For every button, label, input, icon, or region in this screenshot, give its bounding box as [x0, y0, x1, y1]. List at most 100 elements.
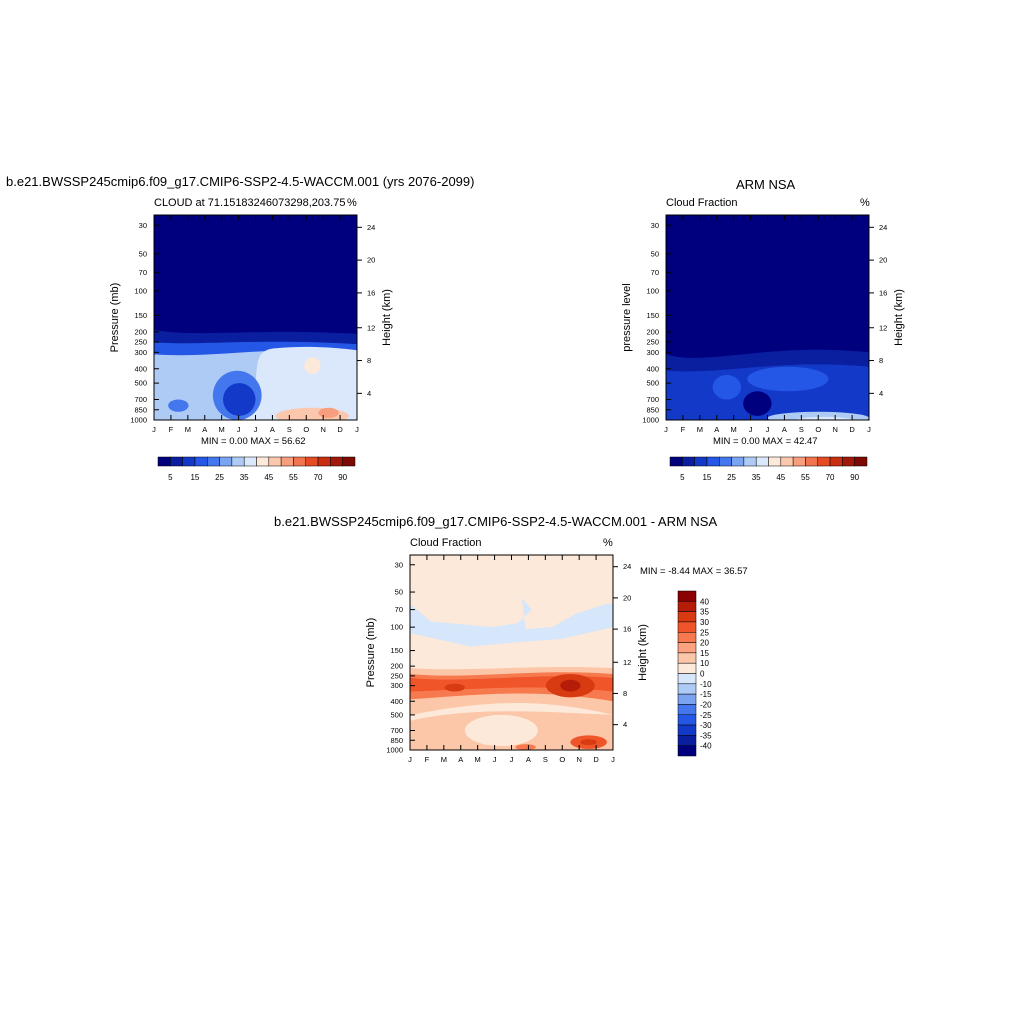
y-tick-label: 500 — [390, 710, 403, 719]
y-axis-label-right: Height (km) — [381, 289, 393, 346]
x-tick-label: J — [664, 425, 668, 434]
y-tick-label: 1000 — [386, 746, 403, 755]
obs-units: % — [860, 197, 870, 209]
colorbar-swatch — [731, 456, 745, 467]
colorbar-swatch — [817, 456, 831, 467]
colorbar-swatch — [677, 662, 697, 674]
y-tick-label: 30 — [395, 560, 403, 569]
colorbar-swatch — [677, 642, 697, 654]
colorbar-swatch — [268, 456, 282, 467]
colorbar-swatch — [677, 704, 697, 715]
y-tick-label: 500 — [646, 379, 659, 388]
colorbar-label: 35 — [752, 473, 761, 482]
x-tick-label: S — [543, 755, 548, 764]
colorbar-label: 55 — [289, 473, 298, 482]
x-tick-label: M — [185, 425, 191, 434]
colorbar-swatch — [677, 683, 697, 695]
colorbar-label: 35 — [240, 473, 249, 482]
x-tick-label: D — [849, 425, 855, 434]
y-right-tick-label: 4 — [623, 720, 627, 729]
colorbar-label: 10 — [700, 659, 709, 668]
x-tick-label: A — [526, 755, 531, 764]
model-title: b.e21.BWSSP245cmip6.f09_g17.CMIP6-SSP2-4… — [6, 174, 475, 189]
x-tick-label: J — [766, 425, 770, 434]
colorbar-swatch — [829, 456, 843, 467]
y-tick-label: 70 — [395, 605, 403, 614]
y-tick-label: 250 — [390, 671, 403, 680]
colorbar-label: 70 — [314, 473, 323, 482]
obs-subtitle: Cloud Fraction — [666, 197, 738, 209]
x-tick-label: O — [815, 425, 821, 434]
colorbar-label: 15 — [190, 473, 199, 482]
colorbar-swatch — [677, 601, 697, 612]
colorbar-label: -25 — [700, 711, 712, 720]
colorbar-swatch — [842, 456, 855, 467]
diff-subtitle: Cloud Fraction — [410, 537, 482, 549]
colorbar-label: 15 — [702, 473, 711, 482]
x-tick-label: O — [559, 755, 565, 764]
x-tick-label: J — [749, 425, 753, 434]
y-tick-label: 150 — [646, 311, 659, 320]
y-tick-label: 50 — [651, 249, 659, 258]
y-axis-label-right: Height (km) — [637, 624, 649, 681]
x-tick-label: A — [202, 425, 207, 434]
y-tick-label: 200 — [134, 327, 147, 336]
y-tick-label: 70 — [139, 268, 147, 277]
x-tick-label: O — [303, 425, 309, 434]
y-tick-label: 150 — [390, 646, 403, 655]
colorbar-swatch — [677, 590, 697, 602]
contour-fill — [154, 215, 357, 420]
colorbar-swatch — [677, 735, 697, 746]
colorbar-swatch — [805, 456, 818, 467]
x-tick-label: M — [475, 755, 481, 764]
y-tick-label: 300 — [134, 348, 147, 357]
colorbar-swatch — [317, 456, 331, 467]
colorbar-swatch — [755, 456, 769, 467]
x-tick-label: A — [782, 425, 787, 434]
x-tick-label: M — [441, 755, 447, 764]
y-right-tick-label: 12 — [623, 658, 631, 667]
colorbar-label: -30 — [700, 721, 712, 730]
y-right-tick-label: 12 — [879, 323, 887, 332]
x-tick-label: A — [270, 425, 275, 434]
x-tick-label: J — [237, 425, 241, 434]
colorbar-swatch — [243, 456, 257, 467]
y-tick-label: 300 — [390, 681, 403, 690]
y-tick-label: 100 — [390, 623, 403, 632]
colorbar-label: -10 — [700, 680, 712, 689]
colorbar-label: 5 — [680, 473, 685, 482]
y-tick-label: 30 — [651, 221, 659, 230]
model-stats: MIN = 0.00 MAX = 56.62 — [201, 436, 306, 447]
colorbar-swatch — [854, 456, 868, 467]
y-tick-label: 200 — [390, 662, 403, 671]
y-tick-label: 70 — [651, 268, 659, 277]
y-right-tick-label: 20 — [367, 256, 375, 265]
y-tick-label: 850 — [646, 405, 659, 414]
y-axis-label-right: Height (km) — [893, 289, 905, 346]
y-right-tick-label: 16 — [623, 625, 631, 634]
x-tick-label: N — [832, 425, 837, 434]
y-tick-label: 700 — [390, 726, 403, 735]
colorbar-label: 90 — [338, 473, 347, 482]
y-right-tick-label: 16 — [367, 288, 375, 297]
colorbar-label: 45 — [264, 473, 273, 482]
y-tick-label: 850 — [390, 736, 403, 745]
x-tick-label: A — [458, 755, 463, 764]
obs-title: ARM NSA — [736, 177, 796, 192]
colorbar-swatch — [170, 456, 183, 467]
y-tick-label: 400 — [390, 697, 403, 706]
colorbar-swatch — [157, 456, 171, 467]
colorbar-label: 25 — [700, 628, 709, 637]
colorbar-swatch — [706, 456, 720, 467]
contour-fill — [410, 555, 613, 750]
colorbar-swatch — [682, 456, 695, 467]
y-tick-label: 50 — [395, 588, 403, 597]
y-tick-label: 400 — [646, 364, 659, 373]
x-tick-label: J — [408, 755, 412, 764]
colorbar-label: 20 — [700, 639, 709, 648]
y-tick-label: 30 — [139, 221, 147, 230]
y-tick-label: 700 — [646, 395, 659, 404]
y-tick-label: 1000 — [642, 416, 659, 425]
colorbar-label: 25 — [215, 473, 224, 482]
